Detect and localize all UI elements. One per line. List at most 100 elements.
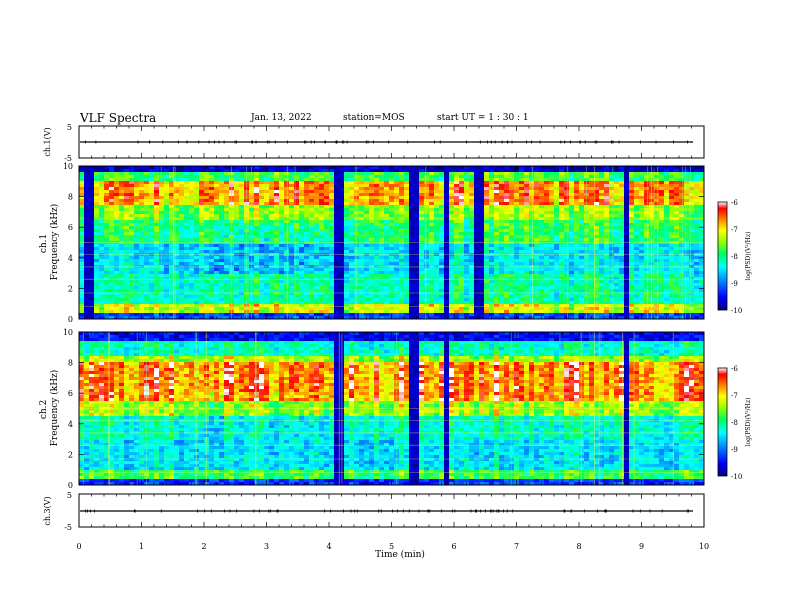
spectrogram-cell [284,181,290,185]
spectrogram-cell [394,208,400,212]
spectrogram-cell [519,220,525,224]
spectrogram-cell [499,205,505,209]
spectrogram-cell [99,196,105,200]
spectrogram-cell [644,196,650,200]
spectrogram-cell [79,181,85,185]
spectrogram-cell [514,220,520,224]
spectrogram-cell [584,256,590,260]
spectrogram-cell [599,259,605,263]
spectrogram-cell [579,193,585,197]
spectrogram-cell [359,274,365,278]
spectrogram-cell [674,271,680,275]
spectrogram-cell [309,223,315,227]
spectrogram-cell [419,166,425,170]
spectrogram-cell [659,238,665,242]
spectrogram-cell [684,271,690,275]
spectrogram-cell [164,175,170,179]
spectrogram-cell [394,211,400,215]
spectrogram-cell [479,226,485,230]
spectrogram-cell [189,208,195,212]
spectrogram-cell [104,202,110,206]
spectrogram-cell [449,238,455,242]
spectrogram-cell [324,169,330,173]
spectrogram-cell [679,277,685,281]
spectrogram-cell [189,229,195,233]
spectrogram-cell [669,175,675,179]
spectrogram-cell [469,229,475,233]
spectrogram-cell [524,211,530,215]
spectrogram-cell [559,268,565,272]
spectrogram-cell [554,208,560,212]
spectrogram-cell [479,268,485,272]
spectrogram-cell [624,271,630,275]
spectrogram-cell [414,223,420,227]
spectrogram-cell [549,250,555,254]
spectrogram-cell [314,259,320,263]
spectrogram-cell [359,172,365,176]
spectrogram-cell [299,172,305,176]
spectrogram-cell [334,223,340,227]
spectrogram-cell [364,232,370,236]
spectrogram-cell [559,208,565,212]
spectrogram-cell [559,187,565,191]
spectrogram-cell [274,223,280,227]
spectrogram-cell [344,229,350,233]
spectrogram-cell [589,208,595,212]
spectrogram-cell [624,181,630,185]
spectrogram-cell [444,256,450,260]
spectrogram-cell [424,199,430,203]
spectrogram-cell [439,268,445,272]
spectrogram-cell [104,208,110,212]
spectrogram-cell [429,217,435,221]
spectrogram-cell [289,259,295,263]
spectrogram-cell [209,259,215,263]
spectrogram-cell [494,259,500,263]
spectrogram-cell [204,208,210,212]
spectrogram-cell [394,247,400,251]
spectrogram-cell [444,199,450,203]
spectrogram-cell [694,193,700,197]
spectrogram-cell [679,166,685,170]
spectrogram-cell [564,193,570,197]
spectrogram-cell [519,199,525,203]
spectrogram-cell [324,280,330,284]
spectrogram-cell [424,184,430,188]
spectrogram-cell [264,268,270,272]
spectrogram-cell [434,259,440,263]
spectrogram-cell [634,181,640,185]
spectrogram-cell [189,214,195,218]
spectrogram-cell [534,259,540,263]
spectrogram-cell [209,223,215,227]
spectrogram-cell [424,229,430,233]
spectrogram-cell [114,247,120,251]
spectrogram-cell [114,208,120,212]
spectrogram-cell [614,211,620,215]
spectrogram-cell [689,223,695,227]
spectrogram-cell [134,193,140,197]
spectrogram-cell [419,214,425,218]
spectrogram-cell [324,202,330,206]
spectrogram-cell [654,172,660,176]
spectrogram-cell [184,196,190,200]
spectrogram-cell [349,268,355,272]
spectrogram-cell [434,169,440,173]
spectrogram-cell [274,244,280,248]
spectrogram-cell [299,244,305,248]
spectrogram-cell [649,229,655,233]
spectrogram-cell [239,217,245,221]
spectrogram-cell [674,208,680,212]
spectrogram-cell [534,235,540,239]
spectrogram-cell [89,226,95,230]
spectrogram-cell [414,208,420,212]
spectrogram-cell [124,223,130,227]
spectrogram-cell [454,262,460,266]
spectrogram-cell [114,277,120,281]
spectrogram-cell [119,205,125,209]
spectrogram-cell [154,232,160,236]
spectrogram-cell [174,214,180,218]
spectrogram-cell [549,181,555,185]
spectrogram-cell [694,238,700,242]
spectrogram-cell [179,181,185,185]
spectrogram-cell [174,208,180,212]
spectrogram-cell [444,211,450,215]
